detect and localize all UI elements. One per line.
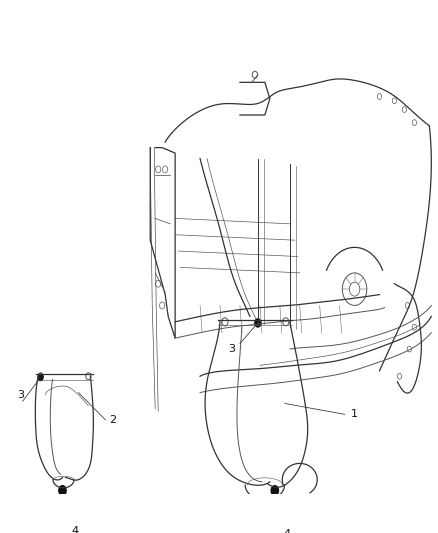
- Text: 3: 3: [228, 344, 235, 354]
- Circle shape: [271, 486, 279, 495]
- Text: 3: 3: [17, 391, 24, 400]
- Circle shape: [273, 526, 276, 530]
- Text: 4: 4: [71, 526, 78, 533]
- Text: 4: 4: [283, 529, 291, 533]
- Text: 1: 1: [351, 409, 358, 419]
- Circle shape: [61, 523, 64, 527]
- Text: 2: 2: [109, 415, 116, 425]
- Circle shape: [59, 486, 66, 495]
- Circle shape: [38, 374, 43, 381]
- Circle shape: [255, 319, 261, 327]
